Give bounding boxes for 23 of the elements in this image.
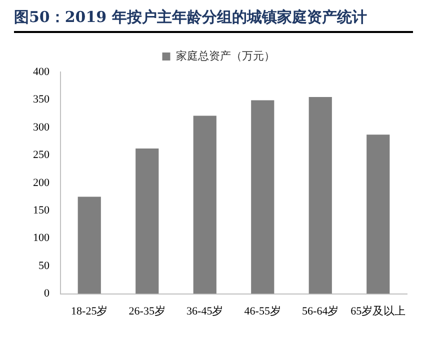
y-tick-label: 50	[38, 260, 50, 272]
x-tick-label: 65岁及以上	[350, 304, 406, 318]
x-tick-label: 26-35岁	[128, 305, 166, 318]
bar	[193, 116, 216, 294]
x-tick-label: 46-55岁	[244, 305, 281, 318]
x-tick-label: 18-25岁	[71, 305, 108, 318]
x-tick-label: 56-64岁	[302, 305, 339, 318]
chart-title: 图50：2019 年按户主年龄分组的城镇家庭资产统计	[14, 0, 413, 33]
y-tick-label: 300	[33, 121, 50, 134]
bar	[251, 100, 274, 294]
y-tick-label: 150	[33, 204, 50, 217]
x-tick-label: 36-45岁	[186, 305, 224, 318]
bar	[136, 148, 159, 294]
y-tick-label: 400	[33, 66, 50, 78]
bar	[366, 134, 390, 294]
y-tick-label: 350	[33, 94, 50, 106]
bar	[308, 96, 332, 294]
y-tick-label: 250	[33, 149, 50, 162]
y-tick-label: 200	[33, 176, 50, 189]
y-tick-label: 100	[33, 232, 50, 244]
bar	[78, 196, 101, 294]
legend-label: 家庭总资产（万元）	[176, 49, 275, 62]
y-tick-label: 0	[44, 288, 50, 300]
